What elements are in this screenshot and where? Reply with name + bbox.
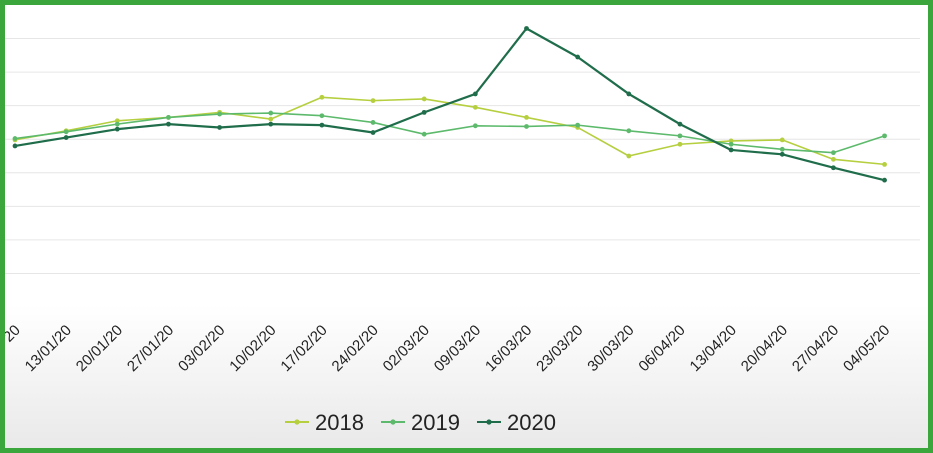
series-2019 bbox=[12, 110, 887, 156]
data-point bbox=[370, 98, 376, 104]
legend-item-2019: 2019 bbox=[381, 410, 460, 435]
data-point bbox=[728, 138, 734, 144]
data-point bbox=[63, 135, 69, 140]
data-point bbox=[575, 54, 581, 60]
data-point bbox=[268, 116, 274, 122]
data-point bbox=[779, 137, 785, 143]
data-point bbox=[472, 104, 478, 110]
data-point bbox=[319, 122, 325, 128]
data-point bbox=[575, 122, 581, 128]
data-point bbox=[831, 156, 836, 162]
x-tick-label: 17/02/20 bbox=[277, 322, 330, 375]
x-tick-label: 24/02/20 bbox=[329, 322, 382, 375]
data-point bbox=[779, 151, 785, 157]
data-point bbox=[524, 26, 529, 31]
series-2020 bbox=[12, 26, 887, 183]
data-point bbox=[114, 118, 120, 124]
x-axis-area bbox=[5, 305, 928, 448]
data-point bbox=[677, 121, 683, 127]
legend-item-2020: 2020 bbox=[477, 410, 556, 435]
x-tick-label: 13/04/20 bbox=[687, 322, 740, 375]
x-tick-label: 27/01/20 bbox=[124, 322, 177, 375]
x-tick-label: 10/02/20 bbox=[226, 322, 279, 375]
x-tick-label: 27/04/20 bbox=[789, 322, 842, 375]
data-point bbox=[166, 121, 171, 127]
legend-label: 2019 bbox=[411, 410, 460, 435]
data-point bbox=[831, 165, 836, 171]
data-point bbox=[626, 153, 632, 159]
legend-marker bbox=[294, 419, 300, 425]
data-point bbox=[217, 111, 223, 117]
x-tick-label: 16/03/20 bbox=[482, 322, 535, 375]
legend-marker bbox=[486, 419, 492, 425]
data-point bbox=[882, 133, 887, 139]
legend-marker bbox=[390, 419, 396, 425]
data-point bbox=[12, 143, 18, 149]
data-point bbox=[524, 124, 529, 129]
x-tick-label: 03/02/20 bbox=[175, 322, 228, 375]
series-line-2018 bbox=[14, 96, 885, 166]
data-point bbox=[421, 96, 427, 102]
x-tick-label: 02/03/20 bbox=[380, 322, 433, 375]
x-tick-label: 06/04/20 bbox=[635, 322, 688, 375]
data-point bbox=[472, 91, 478, 97]
x-tick-label: 09/03/20 bbox=[431, 322, 484, 375]
data-point bbox=[472, 123, 478, 129]
data-point bbox=[114, 121, 120, 127]
series-line-2020 bbox=[14, 27, 885, 182]
x-tick-label: 30/03/20 bbox=[584, 322, 637, 375]
data-point bbox=[626, 91, 632, 97]
data-point bbox=[882, 177, 887, 183]
data-point bbox=[779, 146, 785, 152]
x-tick-label: 23/03/20 bbox=[533, 322, 586, 375]
x-tick-label: 04/05/20 bbox=[840, 322, 893, 375]
data-point bbox=[421, 109, 427, 115]
data-point bbox=[370, 120, 376, 125]
data-point bbox=[319, 113, 325, 119]
data-point bbox=[728, 147, 734, 153]
legend-item-2018: 2018 bbox=[285, 410, 364, 435]
x-tick-label: 20 bbox=[5, 322, 24, 346]
x-tick-label: 20/04/20 bbox=[738, 322, 791, 375]
legend-label: 2018 bbox=[315, 410, 364, 435]
data-point bbox=[626, 128, 632, 134]
data-point bbox=[268, 121, 274, 127]
data-point bbox=[370, 130, 376, 135]
data-point bbox=[728, 141, 734, 147]
data-point bbox=[524, 115, 529, 120]
series-lines bbox=[12, 26, 887, 183]
x-tick-label: 20/01/20 bbox=[73, 322, 126, 375]
line-chart: 2013/01/2020/01/2027/01/2003/02/2010/02/… bbox=[5, 26, 920, 435]
data-point bbox=[677, 133, 683, 139]
data-point bbox=[421, 131, 427, 137]
data-point bbox=[63, 129, 69, 135]
data-point bbox=[217, 125, 223, 130]
data-point bbox=[114, 126, 120, 132]
legend-label: 2020 bbox=[507, 410, 556, 435]
data-point bbox=[319, 94, 325, 100]
data-point bbox=[831, 150, 836, 156]
legend: 2018 2019 2020 bbox=[285, 410, 556, 435]
data-point bbox=[12, 136, 18, 141]
data-point bbox=[882, 161, 887, 167]
data-point bbox=[677, 141, 683, 147]
data-point bbox=[166, 115, 171, 120]
x-axis-ticks: 2013/01/2020/01/2027/01/2003/02/2010/02/… bbox=[5, 322, 893, 375]
chart-panel: 20 13/01/20 20/01/20 27/01/20 03/02/20 10/02/… bbox=[5, 5, 928, 448]
series-line-2019 bbox=[14, 112, 885, 154]
data-point bbox=[268, 110, 274, 116]
x-tick-label: 13/01/20 bbox=[22, 322, 75, 375]
